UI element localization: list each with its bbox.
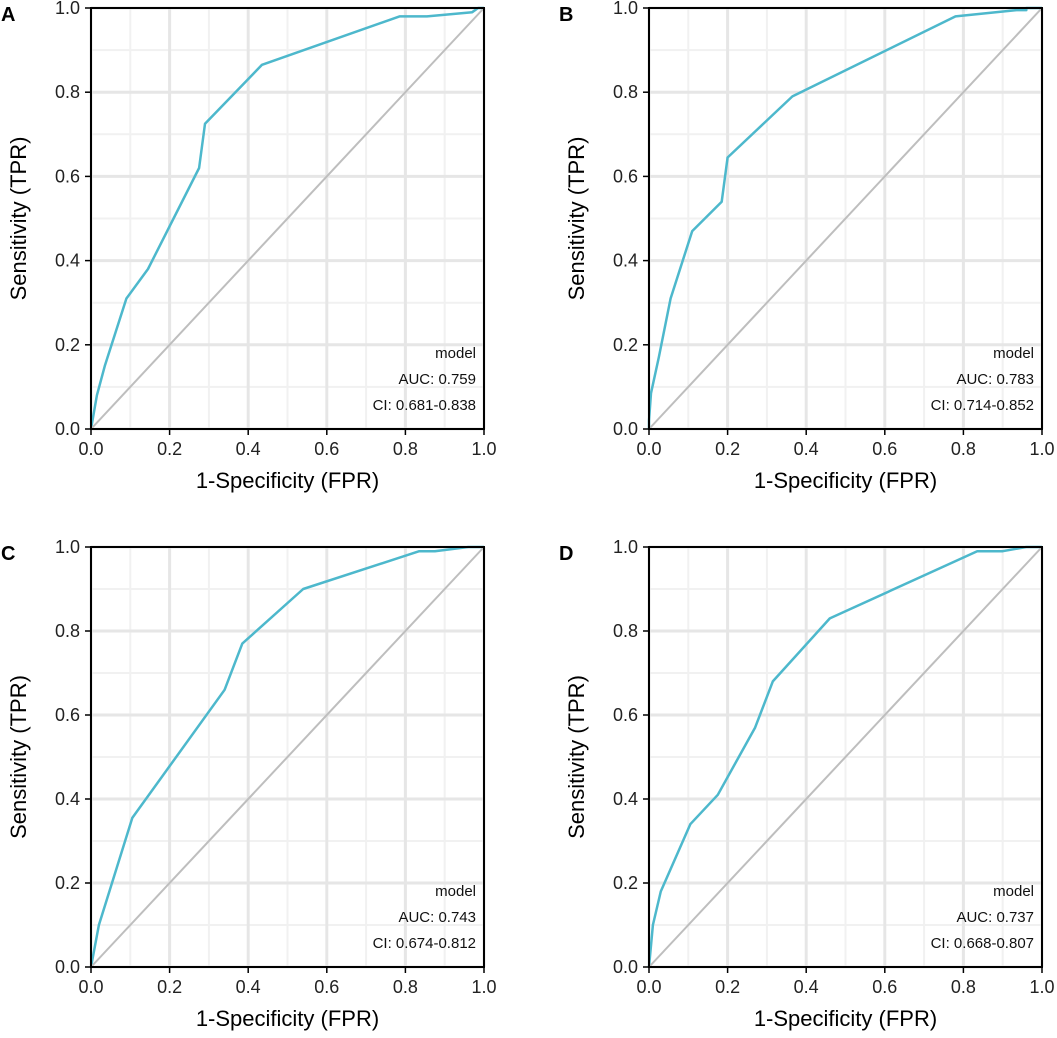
panel-c-x-tick-label: 1.0: [471, 977, 496, 997]
panel-c-y-tick-label: 0.6: [55, 705, 80, 725]
panel-b-roc-curve: [647, 6, 1042, 429]
panel-a-reference-line: [90, 7, 485, 430]
panel-c-legend: model AUC: 0.743 CI: 0.674-0.812: [373, 883, 476, 952]
panel-c-x-tick-label: 0.0: [78, 977, 103, 997]
panel-c-legend-ci: CI: 0.674-0.812: [373, 935, 476, 952]
panel-c-frame: [90, 546, 485, 968]
panel-a-x-tick-label: 0.2: [157, 439, 182, 459]
panel-b-y-tick-label: 0.6: [613, 166, 638, 186]
panel-b-x-tick-label: 0.6: [872, 439, 897, 459]
panel-a: A 0.0 0.2 0.4 0.6 0.8 1.0 0.0 0.2 0.4 0.6 0.8 1.0 1-S…: [1, 0, 497, 493]
panel-c-y-tick-label: 1.0: [55, 537, 80, 557]
panel-a-x-axis-label: 1-Specificity (FPR): [196, 468, 379, 493]
panel-a-y-tick-label: 0.8: [55, 82, 80, 102]
panel-b-x-tick-label: 1.0: [1029, 439, 1054, 459]
panel-d-y-tick-label: 0.4: [613, 789, 638, 809]
panel-d-x-axis-label: 1-Specificity (FPR): [754, 1006, 937, 1031]
panel-b-x-tick-label: 0.8: [951, 439, 976, 459]
panel-b-y-tick-label: 1.0: [613, 0, 638, 18]
panel-b-x-tick-label: 0.4: [794, 439, 819, 459]
panel-b-y-tick-label: 0.0: [613, 419, 638, 439]
panel-a-legend-title: model: [435, 345, 476, 362]
panel-a-y-tick-label: 0.0: [55, 419, 80, 439]
panel-d-frame: [648, 546, 1043, 968]
panel-a-y-tick-label: 0.2: [55, 335, 80, 355]
panel-d: D 0.0 0.2 0.4 0.6 0.8 1.0 0.0 0.2 0.4 0.6 0.8 1.0 1-S…: [559, 537, 1055, 1031]
panel-d-roc-curve: [647, 545, 1042, 968]
panel-d-x-tick-label: 0.8: [951, 977, 976, 997]
panel-d-y-tick-label: 0.2: [613, 873, 638, 893]
panel-b-x-axis-label: 1-Specificity (FPR): [754, 468, 937, 493]
panel-d-x-tick-label: 0.4: [794, 977, 819, 997]
panel-c-x-tick-label: 0.4: [236, 977, 261, 997]
panel-c-letter: C: [1, 543, 15, 565]
panel-a-x-tick-label: 0.4: [236, 439, 261, 459]
panel-a-y-tick-label: 1.0: [55, 0, 80, 18]
panel-a-legend: model AUC: 0.759 CI: 0.681-0.838: [373, 345, 476, 414]
panel-a-x-tick-label: 0.0: [78, 439, 103, 459]
panel-c-x-axis-label: 1-Specificity (FPR): [196, 1006, 379, 1031]
panel-d-reference-line: [648, 546, 1043, 968]
panel-d-x-tick-label: 0.6: [872, 977, 897, 997]
panel-c-y-axis-label: Sensitivity (TPR): [6, 675, 31, 839]
panel-a-x-tick-label: 0.8: [393, 439, 418, 459]
panel-d-legend: model AUC: 0.737 CI: 0.668-0.807: [931, 883, 1034, 952]
panel-b-legend-auc: AUC: 0.783: [956, 371, 1034, 388]
panel-b: B 0.0 0.2 0.4 0.6 0.8 1.0 0.0 0.2 0.4 0.6 0.8 1.0 1-S…: [559, 0, 1055, 493]
panel-c: C 0.0 0.2 0.4 0.6 0.8 1.0 0.0 0.2 0.4 0.6 0.8 1.0 1-S…: [1, 537, 497, 1031]
panel-d-legend-title: model: [993, 883, 1034, 900]
panel-c-y-tick-label: 0.0: [55, 957, 80, 977]
panel-a-frame: [90, 7, 485, 430]
panel-c-y-tick-label: 0.2: [55, 873, 80, 893]
panel-a-y-axis-label: Sensitivity (TPR): [6, 137, 31, 301]
panel-a-legend-ci: CI: 0.681-0.838: [373, 397, 476, 414]
panel-c-roc-curve: [89, 545, 484, 968]
panel-a-y-tick-label: 0.6: [55, 166, 80, 186]
panel-a-y-tick-label: 0.4: [55, 251, 80, 271]
panel-c-y-tick-label: 0.4: [55, 789, 80, 809]
panel-b-y-tick-label: 0.4: [613, 251, 638, 271]
panel-c-x-tick-label: 0.6: [314, 977, 339, 997]
panel-b-letter: B: [559, 4, 573, 26]
panel-b-legend-ci: CI: 0.714-0.852: [931, 397, 1034, 414]
panel-c-x-tick-label: 0.8: [393, 977, 418, 997]
panel-d-y-tick-label: 0.0: [613, 957, 638, 977]
panel-d-x-tick-label: 0.2: [715, 977, 740, 997]
panel-b-reference-line: [648, 7, 1043, 430]
panel-c-x-tick-label: 0.2: [157, 977, 182, 997]
panel-b-frame: [648, 7, 1043, 430]
panel-c-reference-line: [90, 546, 485, 968]
panel-b-x-tick-label: 0.2: [715, 439, 740, 459]
panel-b-y-tick-label: 0.2: [613, 335, 638, 355]
panel-a-legend-auc: AUC: 0.759: [398, 371, 476, 388]
panel-a-letter: A: [1, 4, 15, 26]
panel-c-legend-title: model: [435, 883, 476, 900]
panel-d-legend-ci: CI: 0.668-0.807: [931, 935, 1034, 952]
panel-a-x-tick-label: 0.6: [314, 439, 339, 459]
panel-d-letter: D: [559, 543, 573, 565]
panel-d-y-tick-label: 0.6: [613, 705, 638, 725]
panel-d-legend-auc: AUC: 0.737: [956, 909, 1034, 926]
panel-b-x-tick-label: 0.0: [636, 439, 661, 459]
panel-d-y-tick-label: 0.8: [613, 621, 638, 641]
panel-b-legend: model AUC: 0.783 CI: 0.714-0.852: [931, 345, 1034, 414]
panel-b-legend-title: model: [993, 345, 1034, 362]
panel-d-y-axis-label: Sensitivity (TPR): [564, 675, 589, 839]
panel-b-y-tick-label: 0.8: [613, 82, 638, 102]
panel-d-y-tick-label: 1.0: [613, 537, 638, 557]
panel-a-x-tick-label: 1.0: [471, 439, 496, 459]
panel-d-x-tick-label: 1.0: [1029, 977, 1054, 997]
panel-b-y-axis-label: Sensitivity (TPR): [564, 137, 589, 301]
panel-a-roc-curve: [89, 6, 484, 430]
panel-d-x-tick-label: 0.0: [636, 977, 661, 997]
panel-c-y-tick-label: 0.8: [55, 621, 80, 641]
panel-c-legend-auc: AUC: 0.743: [398, 909, 476, 926]
